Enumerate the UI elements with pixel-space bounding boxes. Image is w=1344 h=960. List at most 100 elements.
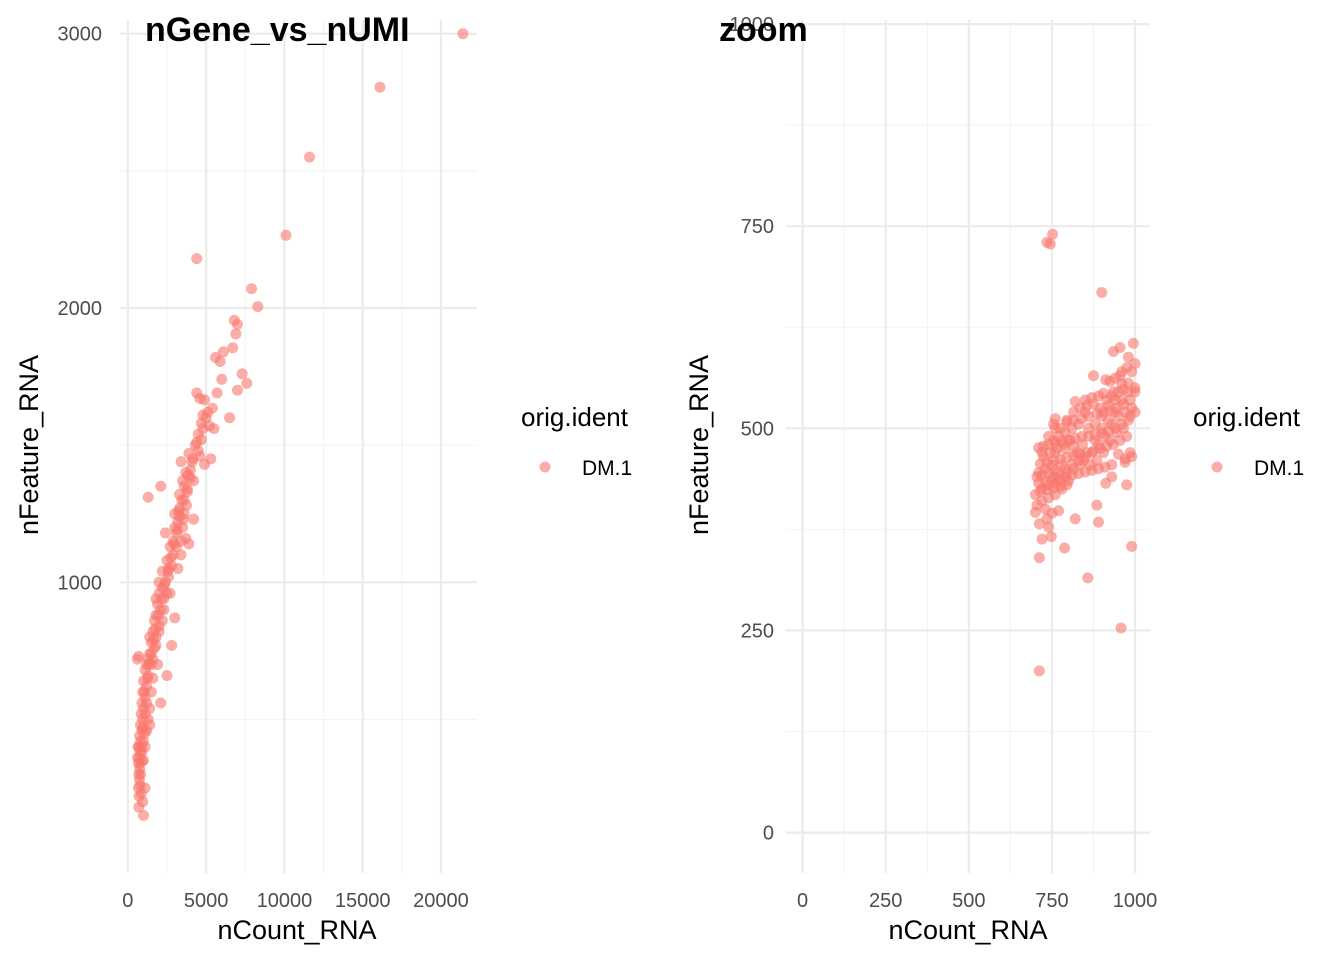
legend: orig.ident DM.1	[1193, 402, 1304, 480]
data-point	[133, 790, 145, 802]
data-point	[137, 722, 149, 734]
x-tick-label: 0	[122, 890, 133, 912]
data-point	[191, 253, 203, 265]
data-point	[145, 648, 157, 660]
data-point	[1100, 374, 1112, 386]
data-point	[187, 453, 199, 465]
data-point	[133, 801, 145, 813]
data-point	[1074, 459, 1086, 471]
data-point	[168, 538, 180, 550]
data-point	[1091, 455, 1103, 467]
data-point	[1119, 456, 1131, 468]
data-point	[1102, 414, 1114, 426]
data-point	[303, 151, 315, 163]
y-tick-label: 1000	[730, 14, 775, 36]
data-point	[199, 394, 211, 406]
data-point	[252, 301, 264, 313]
data-point	[137, 809, 149, 821]
data-point	[1036, 533, 1048, 545]
data-point	[230, 328, 242, 340]
data-point	[216, 373, 228, 385]
data-point	[227, 342, 239, 354]
data-point	[1114, 370, 1126, 382]
data-point	[1096, 422, 1108, 434]
data-point	[1049, 422, 1061, 434]
data-point	[202, 406, 214, 418]
legend: orig.ident DM.1	[521, 402, 632, 480]
y-tick-label: 250	[741, 620, 774, 642]
scatter-panel-ngene-vs-numi: 0 5000 10000 15000 20000 1000 2000 3000 nGene_…	[14, 11, 632, 945]
legend-title: orig.ident	[1193, 402, 1301, 432]
data-point	[1106, 471, 1118, 483]
data-point	[1097, 447, 1109, 459]
data-point	[1043, 430, 1055, 442]
data-point	[1126, 402, 1138, 414]
data-point	[1115, 622, 1127, 634]
data-point	[1061, 414, 1073, 426]
data-point	[1126, 540, 1138, 552]
data-point	[135, 768, 147, 780]
x-tick-label: 5000	[184, 890, 229, 912]
data-point	[192, 445, 204, 457]
data-point	[152, 609, 164, 621]
data-point	[1077, 438, 1089, 450]
x-tick-label: 250	[869, 890, 902, 912]
data-point	[181, 499, 193, 511]
data-point	[155, 697, 167, 709]
data-point	[182, 469, 194, 481]
data-point	[1121, 362, 1133, 374]
data-point	[1096, 286, 1108, 298]
data-point	[173, 505, 185, 517]
data-point	[374, 81, 386, 93]
data-point	[148, 634, 160, 646]
x-axis-title: nCount_RNA	[888, 915, 1047, 945]
x-tick-labels: 0 250 500 750 1000	[797, 890, 1157, 912]
data-point	[1107, 345, 1119, 357]
data-point	[155, 593, 167, 605]
data-point	[217, 346, 229, 358]
y-tick-labels: 0 250 500 750 1000	[730, 14, 775, 845]
data-points	[1029, 228, 1141, 677]
data-point	[211, 387, 223, 399]
legend-title: orig.ident	[521, 402, 629, 432]
data-point	[1056, 483, 1068, 495]
chart-title: zoom	[719, 11, 808, 49]
data-point	[177, 513, 189, 525]
y-tick-labels: 1000 2000 3000	[58, 24, 103, 595]
data-point	[280, 229, 292, 241]
data-point	[1101, 394, 1113, 406]
data-point	[1112, 448, 1124, 460]
data-point	[1109, 406, 1121, 418]
data-point	[457, 28, 469, 40]
data-point	[165, 552, 177, 564]
data-point	[171, 524, 183, 536]
data-point	[166, 639, 178, 651]
legend-key-dm1	[1211, 461, 1223, 473]
data-point	[1087, 370, 1099, 382]
data-point	[188, 513, 200, 525]
data-point	[1036, 447, 1048, 459]
grid-lines	[120, 20, 477, 873]
data-point	[246, 283, 258, 295]
data-point	[1107, 386, 1119, 398]
data-point	[231, 384, 243, 396]
x-tick-labels: 0 5000 10000 15000 20000	[122, 890, 469, 912]
data-point	[1059, 542, 1071, 554]
data-point	[1124, 447, 1136, 459]
x-tick-label: 20000	[413, 890, 469, 912]
data-point	[1045, 531, 1057, 543]
data-point	[1127, 337, 1139, 349]
data-point	[1089, 434, 1101, 446]
data-point	[161, 670, 173, 682]
data-point	[155, 480, 167, 492]
legend-label-dm1: DM.1	[1254, 457, 1304, 480]
data-point	[159, 579, 171, 591]
data-point	[132, 741, 144, 753]
data-point	[1121, 479, 1133, 491]
data-point	[1029, 506, 1041, 518]
data-point	[1064, 434, 1076, 446]
data-point	[178, 480, 190, 492]
scatter-panel-zoom: 0 250 500 750 1000 0 250 500 750 1000 zoom nCoun…	[684, 11, 1304, 945]
data-point	[224, 412, 236, 424]
